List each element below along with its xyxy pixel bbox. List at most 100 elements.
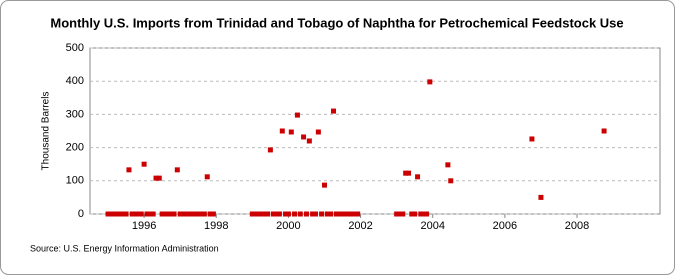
point [147, 211, 153, 217]
point [171, 211, 177, 217]
x-tick-label: 2004 [420, 220, 444, 232]
point [204, 174, 210, 180]
point [292, 211, 298, 217]
point [397, 211, 403, 217]
point [601, 128, 607, 134]
point [180, 211, 186, 217]
point [132, 211, 138, 217]
point [123, 211, 129, 217]
y-tick-label: 400 [66, 75, 84, 87]
point [445, 162, 451, 168]
point [264, 211, 270, 217]
point [303, 211, 309, 217]
point [135, 211, 141, 217]
point [252, 211, 258, 217]
point [355, 211, 361, 217]
point [192, 211, 198, 217]
point [261, 211, 267, 217]
point [255, 211, 261, 217]
point [114, 211, 120, 217]
point [279, 128, 285, 134]
point [319, 211, 325, 217]
point [150, 211, 156, 217]
y-axis-label: Thousand Barrels [41, 92, 52, 171]
point [285, 211, 291, 217]
point [400, 211, 406, 217]
point [346, 211, 352, 217]
point [189, 211, 195, 217]
point [129, 211, 135, 217]
x-tick-label: 2000 [276, 220, 300, 232]
point [111, 211, 117, 217]
point [138, 211, 144, 217]
point [270, 211, 276, 217]
point [177, 211, 183, 217]
point [183, 211, 189, 217]
point [108, 211, 114, 217]
point [126, 167, 132, 173]
point [168, 211, 174, 217]
point [288, 129, 294, 135]
point [283, 211, 289, 217]
source: Source: U.S. Energy Information Administ… [30, 243, 219, 253]
point [415, 174, 421, 180]
point [529, 136, 535, 142]
point [403, 170, 409, 176]
point [267, 147, 273, 153]
y-tick-label: 500 [66, 42, 84, 54]
point [342, 211, 348, 217]
y-tick-label: 300 [66, 108, 84, 120]
y-tick-label: 0 [78, 208, 84, 220]
point [198, 211, 204, 217]
point [315, 129, 321, 135]
point [337, 211, 343, 217]
point [165, 211, 171, 217]
point [340, 211, 346, 217]
point [159, 211, 165, 217]
point [207, 211, 213, 217]
chart-title: Monthly U.S. Imports from Trinidad and T… [50, 15, 623, 30]
point [351, 211, 357, 217]
x-tick-label: 1998 [204, 220, 228, 232]
plot-area [89, 47, 661, 215]
point [274, 211, 280, 217]
point [297, 211, 303, 217]
point [174, 167, 180, 173]
point [117, 211, 123, 217]
point [258, 211, 264, 217]
point [409, 211, 415, 217]
x-tick-label: 1996 [132, 220, 156, 232]
point [321, 182, 327, 188]
point [156, 175, 162, 181]
point [538, 194, 544, 200]
point [210, 211, 216, 217]
point [418, 211, 424, 217]
point [394, 211, 400, 217]
point [186, 211, 192, 217]
point [141, 161, 147, 167]
y-tick-label: 100 [66, 175, 84, 187]
point [310, 211, 316, 217]
point [120, 211, 126, 217]
point [333, 211, 339, 217]
point [421, 211, 427, 217]
point [427, 79, 433, 85]
y-tick-label: 200 [66, 142, 84, 154]
point [162, 211, 168, 217]
point [301, 134, 307, 140]
point [153, 175, 159, 181]
point [249, 211, 255, 217]
point [328, 211, 334, 217]
point [306, 138, 312, 144]
point [331, 108, 337, 114]
point [276, 211, 282, 217]
point [105, 211, 111, 217]
point [412, 211, 418, 217]
point [448, 178, 454, 184]
point [144, 211, 150, 217]
point [195, 211, 201, 217]
point [324, 211, 330, 217]
point [349, 211, 355, 217]
point [424, 211, 430, 217]
